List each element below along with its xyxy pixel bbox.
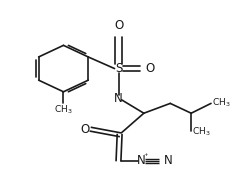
Text: CH$_3$: CH$_3$ [212,96,231,109]
Text: O: O [114,19,123,32]
Text: N: N [137,154,146,167]
Text: S: S [115,62,122,75]
Text: CH$_3$: CH$_3$ [54,103,73,116]
Text: N: N [114,92,123,105]
Text: O: O [80,123,89,136]
Text: CH$_3$: CH$_3$ [192,126,211,138]
Text: N: N [164,154,172,167]
Text: O: O [145,62,154,75]
Text: ⁺: ⁺ [143,152,148,161]
